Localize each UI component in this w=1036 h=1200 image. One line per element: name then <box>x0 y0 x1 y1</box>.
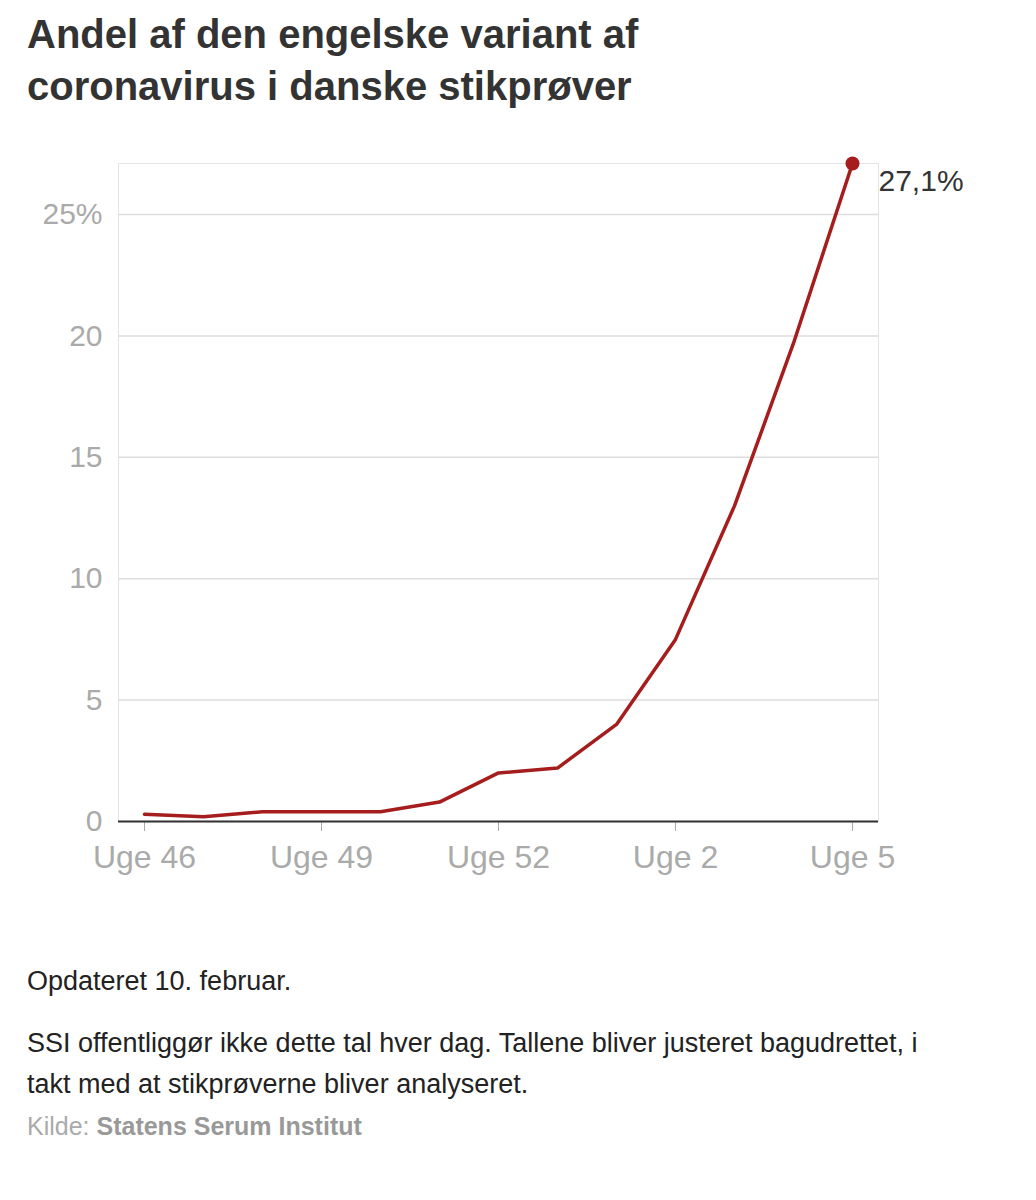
html-text:Kilde: Statens Serum Institut: Kilde: Statens Serum Institut <box>27 1112 362 1140</box>
html-text:Opdateret 10. februar.: Opdateret 10. februar. <box>27 966 292 996</box>
svg-text:27,1%: 27,1% <box>879 164 964 197</box>
svg-text:25%: 25% <box>42 197 102 230</box>
html-text:Andel af den engelske variant: Andel af den engelske variant af coronav… <box>27 12 639 108</box>
svg-text:Uge 2: Uge 2 <box>633 839 718 875</box>
html-text:SSI offentliggør ikke dette ta: SSI offentliggør ikke dette tal hver dag… <box>27 1028 918 1099</box>
svg-text:20: 20 <box>69 318 102 351</box>
svg-text:0: 0 <box>86 804 103 837</box>
svg-text:15: 15 <box>69 440 102 473</box>
svg-text:Uge 5: Uge 5 <box>810 839 895 875</box>
svg-text:10: 10 <box>69 561 102 594</box>
svg-text:Uge 52: Uge 52 <box>447 839 550 875</box>
svg-text:Uge 49: Uge 49 <box>270 839 373 875</box>
svg-text:5: 5 <box>86 683 103 716</box>
svg-text:Uge 46: Uge 46 <box>93 839 196 875</box>
